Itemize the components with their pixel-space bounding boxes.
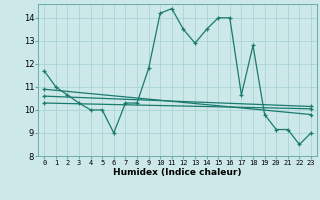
X-axis label: Humidex (Indice chaleur): Humidex (Indice chaleur) [113,168,242,177]
